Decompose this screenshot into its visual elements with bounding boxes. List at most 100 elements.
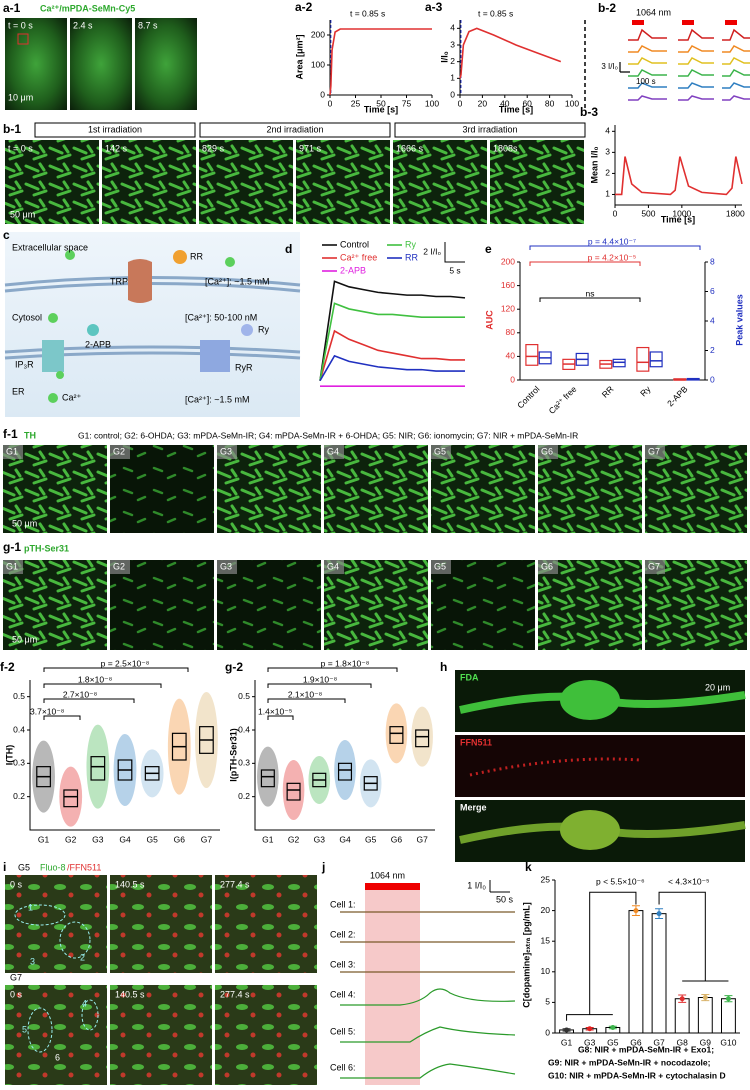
scale-bar — [444, 242, 465, 263]
y-axis-label: Mean I/I₀ — [589, 146, 599, 183]
x-axis-label: Time [s] — [661, 214, 695, 224]
x-tick-label: 60 — [522, 98, 532, 108]
data-dot — [679, 996, 685, 1002]
annotation: p = 4.2×10⁻⁵ — [588, 252, 637, 262]
legend-label: RR — [405, 252, 418, 262]
group-tag — [538, 445, 558, 459]
x-axis-label: Time [s] — [364, 104, 398, 114]
axis-frame — [459, 20, 572, 96]
x-tick-label: G3 — [584, 1037, 596, 1047]
label: 100 s — [636, 77, 656, 86]
x-tick-label: G6 — [630, 1037, 642, 1047]
x-tick-label: G5 — [607, 1037, 619, 1047]
j-traces — [340, 880, 516, 1085]
label: f-2 — [0, 660, 15, 674]
bracket — [43, 715, 81, 720]
label: Cytosol — [12, 312, 42, 322]
x-tick-label: G1 — [561, 1037, 573, 1047]
label: G1 — [6, 446, 18, 456]
line — [319, 354, 465, 382]
label: g-1 — [3, 540, 21, 554]
label: FFN511 — [460, 737, 492, 747]
label: 2-APB — [85, 339, 111, 349]
annotation: 1.4×10⁻⁵ — [258, 706, 292, 716]
label: e — [485, 242, 492, 256]
y-axis-label: AUC — [484, 310, 494, 330]
y-tick-label: 0 — [450, 89, 455, 99]
label: 140.5 s — [115, 989, 145, 999]
label: 971 s — [299, 143, 322, 153]
group-tag — [324, 560, 344, 574]
label: 50 s — [496, 894, 514, 904]
x-tick-label: G3 — [92, 834, 104, 844]
bracket — [43, 667, 189, 672]
x-tick-label: 40 — [500, 98, 510, 108]
label: G1 — [6, 561, 18, 571]
h-images — [455, 670, 746, 862]
label: a-3 — [425, 0, 443, 14]
line — [459, 27, 562, 79]
x-tick-label: G7 — [201, 834, 213, 844]
bar — [697, 997, 713, 1034]
x-tick-label: 1800 — [726, 208, 745, 218]
y-tick-label: 25 — [541, 874, 551, 884]
group-tag — [217, 445, 237, 459]
label: b-1 — [3, 122, 21, 136]
y-tick-label: 0 — [320, 89, 325, 99]
label: G5 — [434, 561, 446, 571]
y-tick-label: 160 — [501, 280, 515, 290]
label: [Ca²⁺]: 50-100 nM — [185, 312, 257, 322]
data-dot — [564, 1027, 570, 1033]
x-tick-label: 25 — [351, 98, 361, 108]
y-tick-label: 0.2 — [13, 791, 25, 801]
label: 50 μm — [12, 634, 37, 644]
y2-axis-label: Peak values — [734, 294, 744, 346]
label: 1st irradiation — [88, 124, 142, 134]
box — [649, 351, 663, 368]
line — [329, 28, 432, 96]
y-tick-label: 40 — [506, 351, 516, 361]
bracket — [529, 261, 641, 266]
bracket — [529, 245, 701, 250]
x-tick-label: 75 — [402, 98, 412, 108]
annotation: 2.7×10⁻⁸ — [63, 689, 98, 699]
label: f-1 — [3, 427, 18, 441]
y-tick-label: 0 — [545, 1027, 550, 1037]
label: Fluo-8 — [40, 862, 66, 872]
label: G4 — [327, 561, 339, 571]
y-tick-label: 100 — [311, 59, 325, 69]
label: 1808s — [493, 143, 518, 153]
y-tick-label: 0.5 — [13, 691, 25, 701]
label: 1 — [28, 902, 33, 912]
x-tick-label: 100 — [565, 98, 579, 108]
x-tick-label: G4 — [339, 834, 351, 844]
group-tag — [3, 560, 23, 574]
label: 0 s — [10, 989, 23, 999]
y-tick-label: 1 — [450, 73, 455, 83]
y-tick-label: 2 — [450, 56, 455, 66]
bracket — [539, 297, 641, 302]
label: Extracellular space — [12, 242, 88, 252]
bracket — [43, 683, 162, 688]
y-tick-label: 0 — [510, 374, 515, 384]
y-tick-label: 3 — [450, 39, 455, 49]
label: 3 I/I₀ — [601, 62, 618, 71]
x-tick-label: G10 — [720, 1037, 736, 1047]
label: Cell 2: — [330, 929, 356, 939]
label: Ca²⁺ — [62, 392, 82, 402]
label: G5 — [434, 446, 446, 456]
bracket — [267, 698, 346, 703]
box — [90, 756, 106, 781]
label: Cell 4: — [330, 989, 356, 999]
label: 140.5 s — [115, 879, 145, 889]
box — [286, 782, 301, 801]
label: ER — [12, 386, 25, 396]
note: G8: NIR + mPDA-SeMn-IR + Exo1; — [578, 1044, 714, 1054]
annotation: < 4.3×10⁻⁵ — [668, 876, 710, 886]
x-tick-label: G8 — [677, 1037, 689, 1047]
y2-tick-label: 6 — [710, 286, 715, 296]
label: 50 μm — [10, 209, 35, 219]
label: Cell 5: — [330, 1026, 356, 1036]
bar — [721, 998, 736, 1034]
